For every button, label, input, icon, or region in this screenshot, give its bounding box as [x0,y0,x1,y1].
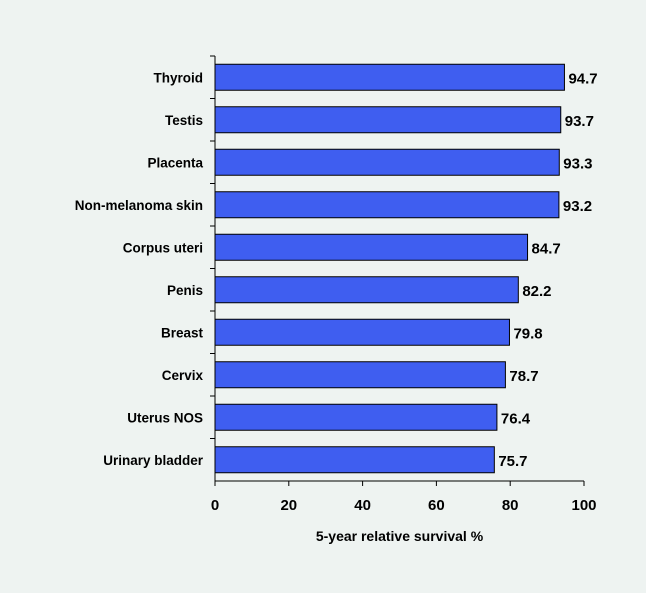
x-tick-label-40: 40 [354,497,371,514]
bar-urinary-bladder [214,446,495,474]
value-labels: 94.7 93.7 93.3 93.2 84.7 82.2 79.8 78.7 76.4 75.7 [498,70,597,470]
bar-non-melanoma-skin [214,191,560,219]
bar-penis [214,276,519,304]
bar-uterus-nos [214,403,498,431]
category-label-non-melanoma-skin: Non-melanoma skin [75,198,203,213]
axes-group [210,55,584,482]
category-label-penis: Penis [167,283,203,298]
x-tick-label-60: 60 [428,497,445,514]
category-label-cervix: Cervix [162,368,204,383]
x-tick-label-0: 0 [211,497,219,514]
category-label-uterus-nos: Uterus NOS [127,410,203,425]
value-label-non-melanoma-skin: 93.2 [563,198,592,215]
x-axis-title: 5-year relative survival % [316,528,484,544]
value-label-uterus-nos: 76.4 [501,410,531,427]
category-label-placenta: Placenta [147,155,203,170]
category-label-breast: Breast [161,325,204,340]
category-labels: Thyroid Testis Placenta Non-melanoma skin Co… [75,70,204,468]
x-tick-label-20: 20 [280,497,297,514]
category-label-corpus-uteri: Corpus uteri [123,240,203,255]
value-label-urinary-bladder: 75.7 [498,453,527,470]
value-label-penis: 82.2 [522,283,551,300]
value-label-cervix: 78.7 [509,368,538,385]
x-tick-label-80: 80 [502,497,519,514]
value-label-testis: 93.7 [565,113,594,130]
bar-corpus-uteri [214,233,529,261]
x-tick-label-100: 100 [571,497,596,514]
category-label-thyroid: Thyroid [154,70,204,85]
value-label-thyroid: 94.7 [568,70,597,87]
bars-group [214,63,565,474]
bar-testis [214,106,562,134]
category-label-urinary-bladder: Urinary bladder [103,453,204,468]
category-label-testis: Testis [165,113,203,128]
value-label-corpus-uteri: 84.7 [532,240,561,257]
bar-thyroid [214,63,565,91]
x-ticks-group: 0 20 40 60 80 100 [211,481,597,514]
bar-placenta [214,148,560,176]
value-label-breast: 79.8 [513,325,542,342]
bar-cervix [214,361,506,389]
bar-breast [214,318,510,346]
value-label-placenta: 93.3 [563,155,592,172]
